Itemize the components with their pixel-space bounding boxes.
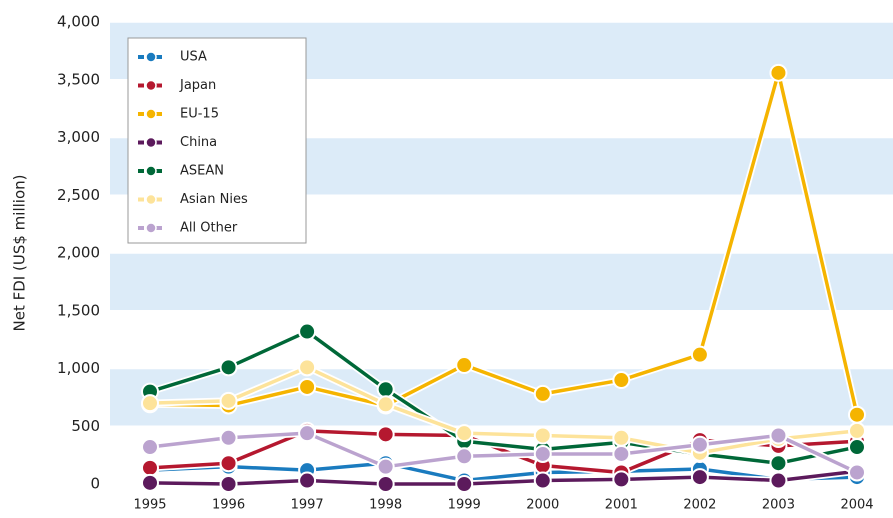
legend-label: EU-15 bbox=[180, 107, 219, 122]
line bbox=[149, 469, 858, 486]
y-tick-label: 3,000 bbox=[57, 128, 100, 146]
marker bbox=[455, 475, 474, 493]
band bbox=[110, 253, 893, 311]
marker bbox=[690, 435, 709, 454]
line bbox=[149, 431, 858, 475]
marker bbox=[376, 457, 395, 476]
marker bbox=[298, 377, 317, 396]
line bbox=[149, 365, 858, 455]
y-tick-label: 3,500 bbox=[57, 70, 100, 88]
legend-box bbox=[127, 37, 307, 244]
x-tick-label: 2002 bbox=[683, 498, 716, 513]
x-tick-label: 1996 bbox=[212, 498, 245, 513]
marker bbox=[612, 444, 631, 463]
marker bbox=[612, 371, 631, 390]
legend-marker bbox=[145, 79, 157, 92]
marker bbox=[141, 458, 159, 477]
legend-label: China bbox=[180, 135, 217, 150]
marker bbox=[769, 426, 788, 445]
x-tick-label: 1995 bbox=[133, 498, 166, 513]
marker bbox=[533, 471, 552, 490]
legend-marker bbox=[145, 51, 157, 63]
y-tick-label: 1,500 bbox=[57, 301, 100, 319]
marker bbox=[376, 475, 395, 493]
marker bbox=[376, 395, 395, 414]
marker bbox=[141, 438, 159, 457]
marker bbox=[219, 391, 238, 410]
y-tick-label: 2,500 bbox=[57, 186, 100, 204]
marker bbox=[376, 425, 395, 444]
marker bbox=[533, 426, 552, 445]
marker bbox=[533, 384, 552, 403]
line bbox=[149, 329, 858, 465]
marker bbox=[298, 471, 317, 490]
legend-label: Japan bbox=[179, 78, 216, 93]
x-tick-label: 2000 bbox=[526, 498, 559, 513]
legend-label: All Other bbox=[180, 221, 238, 236]
y-tick-label: 4,000 bbox=[57, 13, 100, 31]
legend-label: USA bbox=[180, 50, 207, 65]
legend-marker bbox=[145, 222, 157, 234]
marker bbox=[141, 473, 159, 492]
legend-marker bbox=[145, 136, 157, 149]
x-tick-label: 2004 bbox=[840, 498, 873, 513]
marker bbox=[533, 444, 552, 463]
marker bbox=[455, 356, 474, 375]
y-tick-label: 1,000 bbox=[57, 359, 100, 377]
x-tick-label: 1999 bbox=[448, 498, 481, 513]
marker bbox=[769, 63, 788, 82]
marker bbox=[848, 463, 866, 482]
marker bbox=[219, 475, 238, 493]
legend-marker bbox=[145, 108, 157, 120]
legend-marker bbox=[145, 165, 157, 177]
legend-marker bbox=[145, 193, 157, 206]
x-tick-label: 2003 bbox=[762, 498, 795, 513]
marker bbox=[848, 421, 866, 440]
y-tick-label: 2,000 bbox=[57, 244, 100, 262]
legend-label: Asian Nies bbox=[180, 192, 248, 207]
marker bbox=[219, 454, 238, 473]
y-axis-label: Net FDI (US$ million) bbox=[11, 175, 29, 332]
marker bbox=[298, 424, 317, 443]
marker bbox=[141, 394, 159, 413]
marker bbox=[455, 424, 474, 443]
line bbox=[149, 71, 859, 416]
line bbox=[149, 461, 858, 483]
marker bbox=[376, 380, 395, 399]
marker bbox=[690, 468, 709, 487]
x-tick-label: 2001 bbox=[605, 498, 638, 513]
marker bbox=[848, 405, 866, 424]
marker bbox=[298, 358, 317, 377]
marker bbox=[848, 438, 866, 457]
marker bbox=[612, 428, 631, 447]
marker bbox=[219, 428, 238, 447]
x-tick-label: 1997 bbox=[291, 498, 324, 513]
marker bbox=[769, 471, 788, 490]
x-tick-label: 1998 bbox=[369, 498, 402, 513]
marker bbox=[769, 454, 788, 473]
marker bbox=[690, 345, 709, 364]
legend-label: ASEAN bbox=[180, 164, 224, 179]
marker bbox=[298, 322, 317, 341]
marker bbox=[612, 470, 631, 489]
marker bbox=[455, 447, 474, 466]
marker bbox=[219, 358, 238, 377]
y-tick-label: 0 bbox=[90, 475, 100, 493]
y-tick-label: 500 bbox=[71, 417, 100, 435]
